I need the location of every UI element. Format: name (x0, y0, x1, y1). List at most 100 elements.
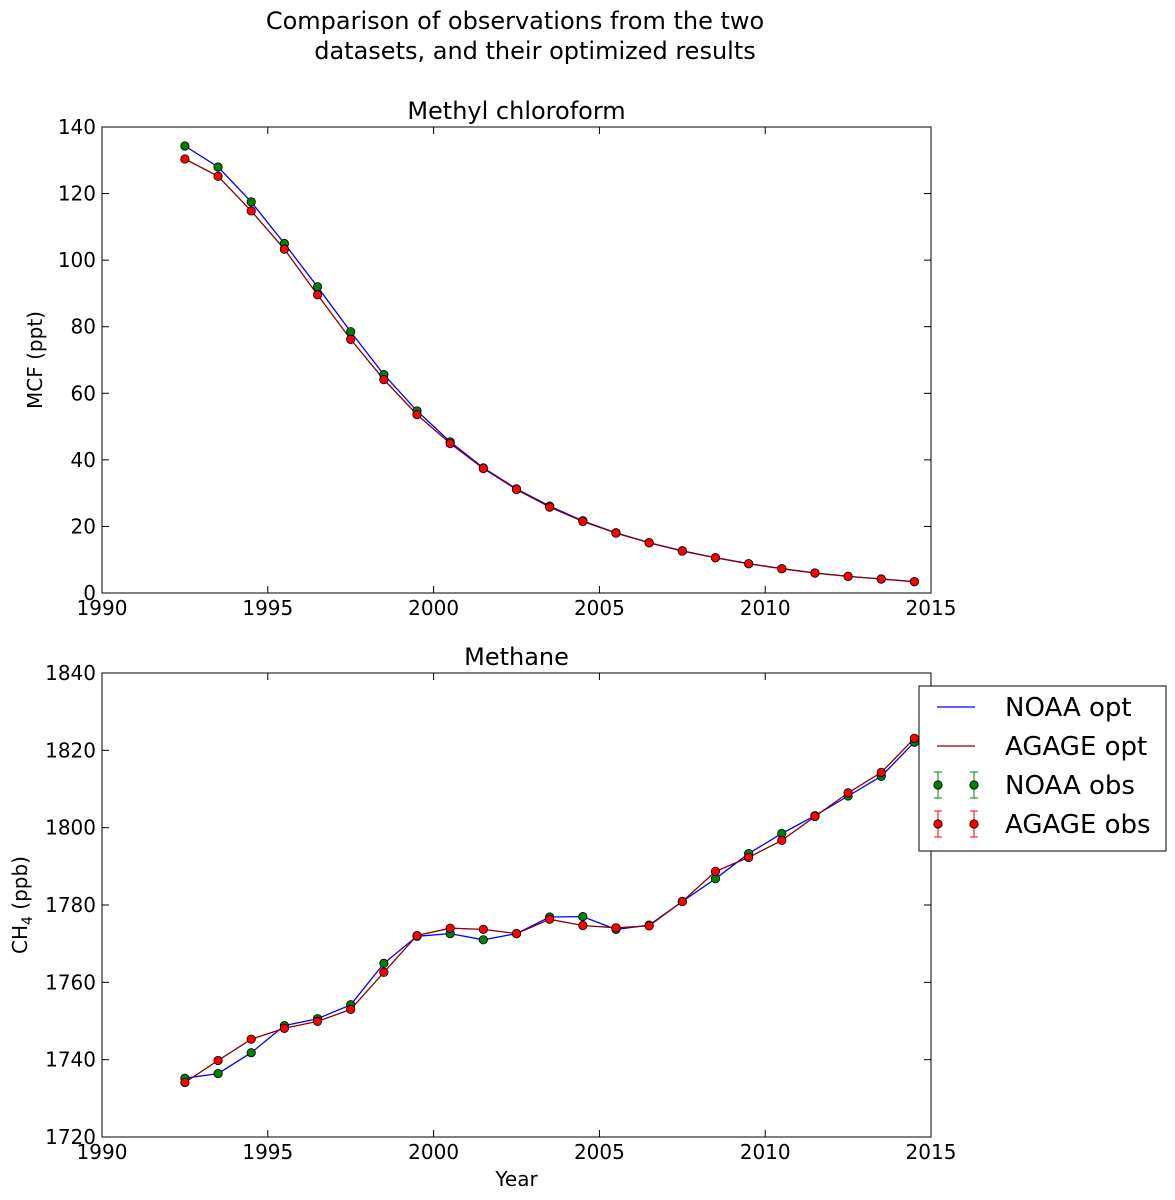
y-tick-label: 60 (71, 381, 96, 405)
series-line (184, 145, 915, 583)
data-point (312, 282, 323, 292)
x-tick-label: 1990 (77, 596, 128, 620)
data-point (379, 375, 389, 385)
x-tick-label: 2015 (906, 1140, 957, 1164)
data-point (246, 206, 256, 216)
data-point (412, 930, 422, 941)
data-point (379, 958, 389, 968)
data-point (710, 866, 721, 876)
x-tick-label: 1990 (77, 1140, 128, 1164)
x-tick-label: 2005 (574, 596, 625, 620)
x-tick-label: 2010 (740, 596, 791, 620)
legend-marker-swatch (969, 780, 979, 790)
data-point (180, 141, 190, 151)
x-tick-label: 1995 (242, 1140, 293, 1164)
data-point (843, 788, 853, 798)
data-point (744, 852, 754, 863)
data-point (677, 546, 687, 556)
y-tick-label: 140 (58, 115, 96, 139)
y-tick-label: 1760 (45, 970, 96, 994)
data-point (379, 967, 389, 977)
data-point (843, 571, 853, 581)
data-point (312, 290, 323, 300)
data-point (279, 1023, 289, 1033)
data-point (279, 244, 289, 254)
legend-label: NOAA obs (1005, 771, 1135, 801)
legend-marker-swatch (969, 819, 979, 829)
data-point (213, 162, 223, 172)
y-tick-label: 1780 (45, 893, 96, 917)
data-point (644, 921, 654, 931)
y-tick-label: 80 (71, 315, 96, 339)
legend-label: AGAGE opt (1005, 732, 1147, 762)
data-point (213, 1068, 223, 1079)
data-point (246, 1034, 256, 1044)
x-tick-label: 2015 (906, 596, 957, 620)
x-tick-label: 2010 (740, 1140, 791, 1164)
x-tick-label: 2000 (408, 1140, 459, 1164)
y-axis-label: CH4 (ppb) (8, 856, 36, 954)
y-tick-label: 20 (71, 514, 96, 538)
y-axis-label: MCF (ppt) (23, 311, 47, 409)
data-point (909, 733, 920, 743)
figure-title-line-1: Comparison of observations from the two (265, 7, 765, 35)
data-point (744, 559, 754, 569)
y-tick-label: 120 (58, 182, 96, 206)
y-tick-label: 1720 (45, 1125, 96, 1149)
data-point (876, 767, 886, 777)
data-point (810, 811, 820, 822)
data-point (909, 577, 920, 587)
data-point (578, 911, 588, 922)
legend-label: AGAGE obs (1005, 810, 1151, 840)
data-point (180, 1077, 190, 1088)
data-point (876, 574, 886, 584)
legend: NOAA opt AGAGE opt NOAA obs AGAGE obs (918, 685, 1167, 852)
data-point (213, 1055, 223, 1066)
chart-panel-2: Methane 1990 1995 2000 2005 2010 2015 1720 1740 1… (8, 643, 1167, 1191)
data-point (545, 502, 555, 512)
figure-title: Comparison of observations from the two … (0, 6, 1030, 66)
figure-title-line-2: datasets, and their optimized results (314, 37, 756, 65)
data-point (644, 538, 654, 548)
data-point (478, 935, 488, 945)
data-point (346, 327, 356, 337)
data-point (511, 484, 522, 495)
data-point (611, 528, 621, 538)
data-point (478, 463, 488, 474)
series-points (180, 154, 920, 587)
data-point (445, 923, 455, 933)
data-point (511, 929, 522, 939)
x-tick-label: 2005 (574, 1140, 625, 1164)
y-tick-label: 1840 (45, 661, 96, 685)
series-points (180, 141, 920, 587)
plot-frame (101, 672, 932, 1138)
data-point (545, 914, 555, 924)
legend-marker-swatch (933, 780, 943, 790)
series-points (180, 733, 920, 1088)
data-point (412, 409, 422, 420)
data-point (677, 896, 687, 907)
legend-label: NOAA opt (1005, 693, 1132, 723)
y-tick-label: 1800 (45, 816, 96, 840)
data-point (777, 835, 787, 846)
x-axis-label: Year (494, 1167, 538, 1191)
chart-title: Methane (464, 643, 569, 671)
data-point (445, 438, 455, 449)
x-tick-label: 1995 (242, 596, 293, 620)
chart-title: Methyl chloroform (407, 97, 625, 125)
y-tick-label: 40 (71, 448, 96, 472)
x-tick-label: 2000 (408, 596, 459, 620)
data-point (213, 171, 223, 181)
data-point (346, 334, 356, 344)
y-tick-label: 100 (58, 248, 96, 272)
plot-frame (101, 126, 932, 594)
y-tick-label: 1820 (45, 738, 96, 762)
legend-marker-swatch (933, 819, 943, 829)
series-line (184, 737, 915, 1084)
data-point (312, 1016, 323, 1026)
data-point (246, 1048, 256, 1058)
data-point (578, 920, 588, 931)
data-point (246, 197, 256, 207)
